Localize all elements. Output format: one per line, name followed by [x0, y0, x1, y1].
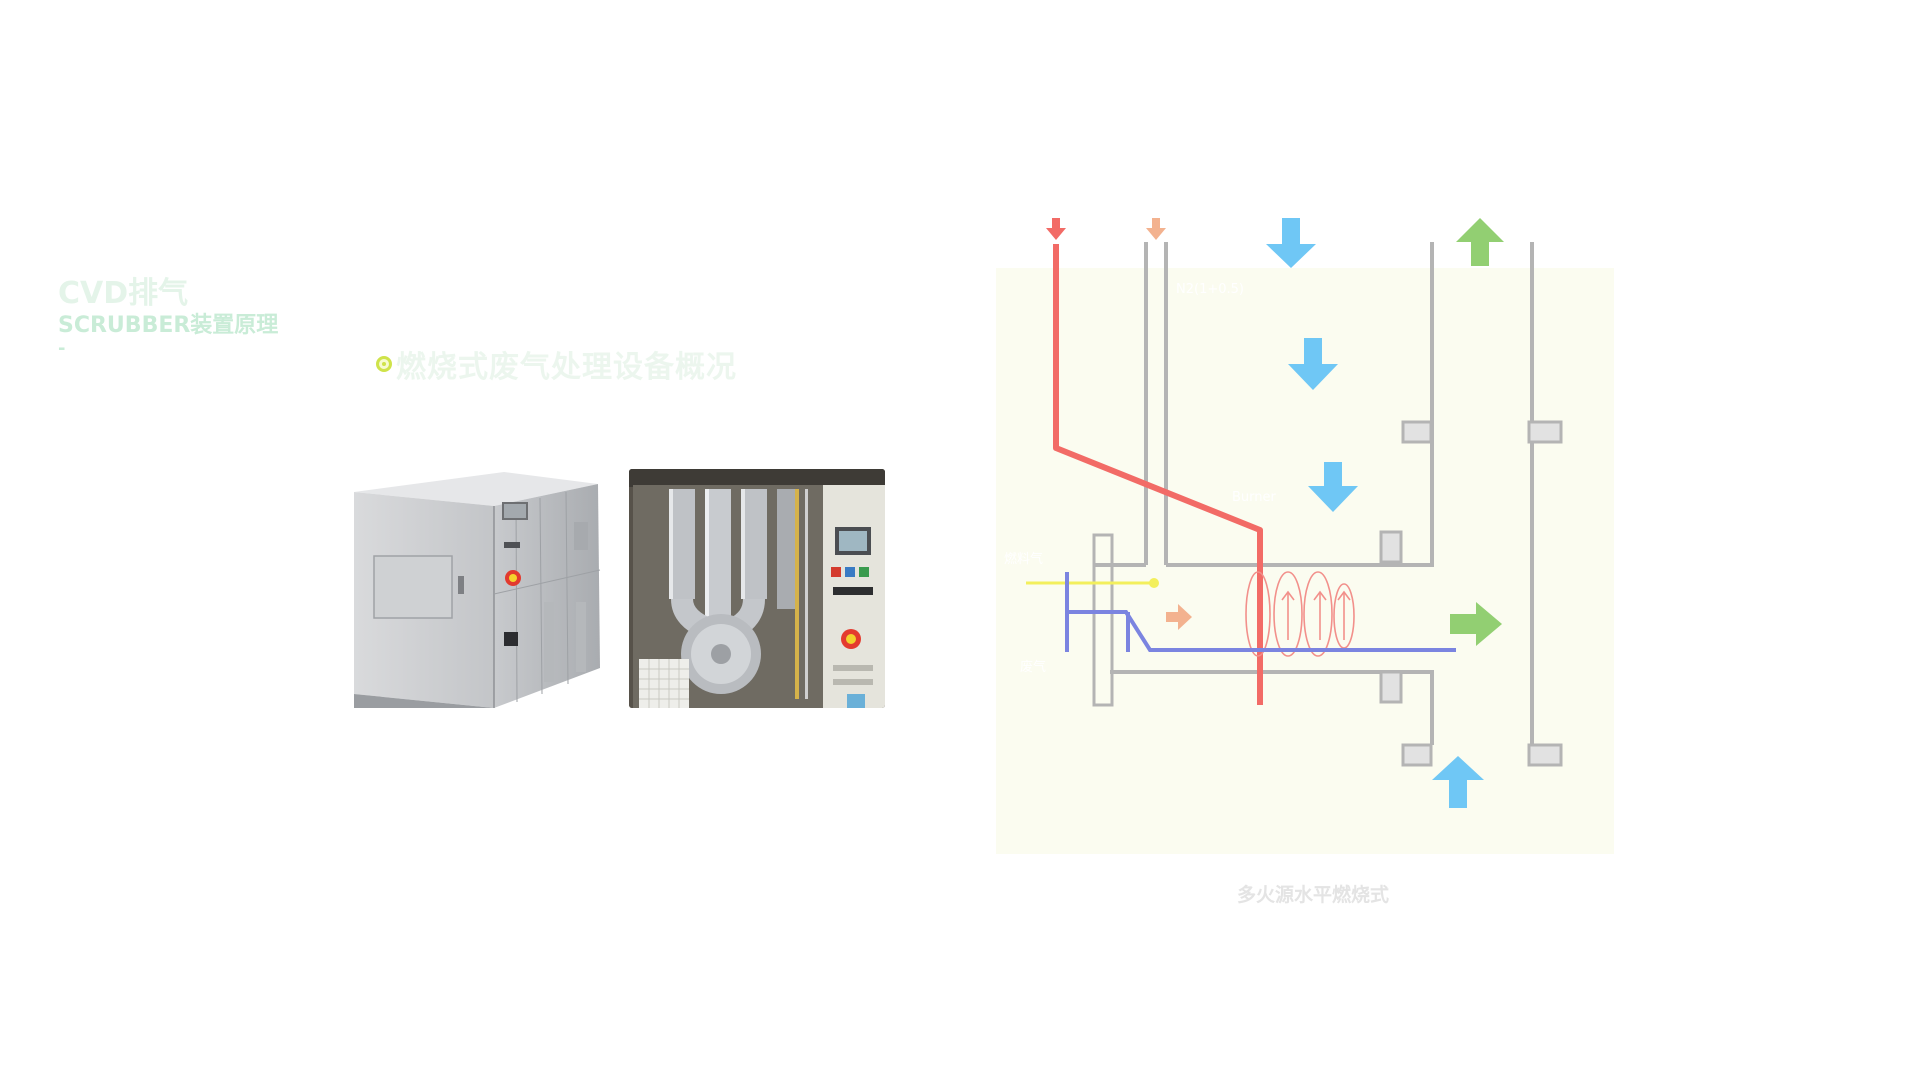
title-block: CVD排气 SCRUBBER装置原理 - [58, 276, 278, 358]
n2-down-arrow-icon [1266, 218, 1316, 268]
air-flow-arrow-icon [1166, 604, 1192, 630]
air-inlet-arrow-icon [1146, 218, 1166, 240]
n2-down-arrow-icon [1288, 338, 1338, 390]
bullet-icon [376, 356, 392, 372]
scrubber-cabinet-exterior-photo [354, 472, 602, 708]
exhaust-up-arrow-icon [1456, 218, 1504, 266]
exhaust-gas-label: 废气 [1020, 660, 1047, 675]
title-dash: - [58, 338, 66, 359]
burner-label: Burner [1232, 490, 1276, 505]
exhaust-right-arrow-icon [1450, 602, 1502, 646]
fuel-inlet-arrow-icon [1046, 218, 1066, 240]
fuel-gas-label: 燃料气 [1004, 552, 1044, 567]
n2-label: N2(1+0.5) [1176, 282, 1244, 297]
water-up-arrow-icon [1432, 756, 1484, 808]
section-heading: 燃烧式废气处理设备概况 [376, 342, 737, 386]
diagram-caption: 多火源水平燃烧式 [1237, 884, 1390, 906]
scrubber-cabinet-interior-photo [629, 469, 885, 708]
n2-down-arrow-icon [1308, 462, 1358, 512]
page-title: CVD排气 [58, 276, 189, 311]
page-subtitle: SCRUBBER装置原理 [58, 313, 279, 338]
section-heading-text: 燃烧式废气处理设备概况 [396, 350, 737, 385]
